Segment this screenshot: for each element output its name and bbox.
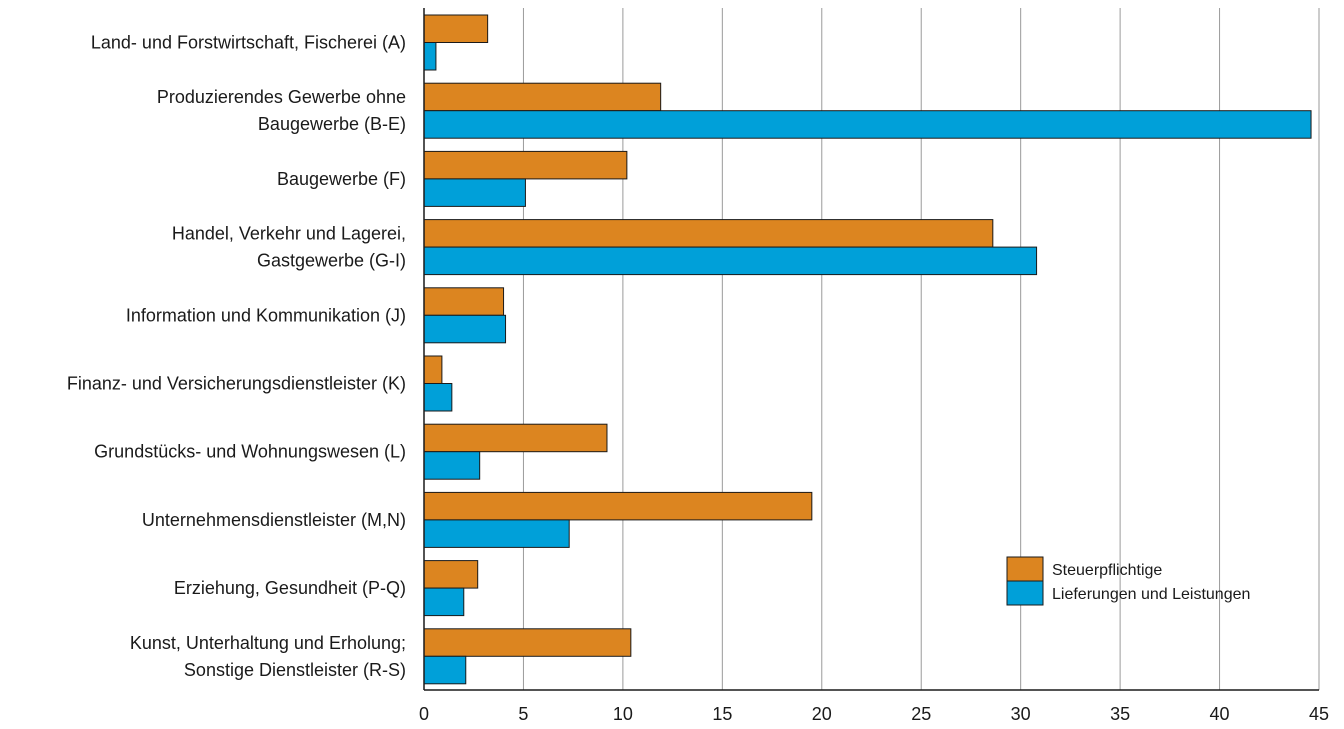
category-label-1-0: Produzierendes Gewerbe ohne xyxy=(157,87,406,107)
category-label-3-0: Handel, Verkehr und Lagerei, xyxy=(172,224,406,244)
category-label-5: Finanz- und Versicherungsdienstleister (… xyxy=(67,374,406,394)
x-tick-label-40: 40 xyxy=(1210,704,1230,724)
legend-swatch-steuerpflichtige xyxy=(1006,556,1044,582)
category-label-4: Information und Kommunikation (J) xyxy=(126,305,406,325)
x-tick-labels: 0 5 10 15 20 25 30 35 40 45 xyxy=(419,704,1329,724)
bars xyxy=(423,14,1312,685)
bar-steuerpflichtige-7 xyxy=(423,491,813,521)
x-tick-label-10: 10 xyxy=(613,704,633,724)
x-tick-label-45: 45 xyxy=(1309,704,1329,724)
bar-lieferungen-5 xyxy=(423,383,453,412)
bar-lieferungen-9 xyxy=(423,655,467,685)
bar-lieferungen-8 xyxy=(423,587,465,617)
bar-steuerpflichtige-5 xyxy=(423,355,443,384)
bar-steuerpflichtige-4 xyxy=(423,287,505,316)
x-tick-label-30: 30 xyxy=(1011,704,1031,724)
bar-steuerpflichtige-2 xyxy=(423,150,628,180)
category-label-2: Baugewerbe (F) xyxy=(277,169,406,189)
bar-lieferungen-7 xyxy=(423,519,570,548)
legend-label-lieferungen: Lieferungen und Leistungen xyxy=(1052,586,1250,603)
category-label-9-0: Kunst, Unterhaltung und Erholung; xyxy=(130,633,406,653)
bar-lieferungen-6 xyxy=(423,451,481,480)
bar-lieferungen-1 xyxy=(423,110,1312,139)
x-tick-label-15: 15 xyxy=(712,704,732,724)
legend: Steuerpflichtige Lieferungen und Leistun… xyxy=(1006,556,1250,606)
bar-steuerpflichtige-1 xyxy=(423,82,662,112)
bar-steuerpflichtige-8 xyxy=(423,560,479,589)
y-axis xyxy=(423,8,1319,691)
category-label-3-1: Gastgewerbe (G-I) xyxy=(257,251,406,271)
category-label-7: Unternehmensdienstleister (M,N) xyxy=(142,510,406,530)
bar-steuerpflichtige-9 xyxy=(423,628,632,657)
bar-lieferungen-4 xyxy=(423,314,507,344)
bar-steuerpflichtige-0 xyxy=(423,14,489,43)
category-label-9-1: Sonstige Dienstleister (R-S) xyxy=(184,660,406,680)
category-label-0: Land- und Forstwirtschaft, Fischerei (A) xyxy=(91,33,406,53)
x-tick-label-0: 0 xyxy=(419,704,429,724)
bar-lieferungen-2 xyxy=(423,178,526,207)
x-tick-label-20: 20 xyxy=(812,704,832,724)
category-labels: Land- und Forstwirtschaft, Fischerei (A)… xyxy=(67,33,406,680)
category-label-1-1: Baugewerbe (B-E) xyxy=(258,114,406,134)
bar-steuerpflichtige-6 xyxy=(423,423,608,453)
x-tick-label-5: 5 xyxy=(518,704,528,724)
legend-swatch-lieferungen xyxy=(1006,580,1044,606)
bar-steuerpflichtige-3 xyxy=(423,219,994,248)
bar-lieferungen-3 xyxy=(423,246,1038,276)
legend-label-steuerpflichtige: Steuerpflichtige xyxy=(1052,562,1162,579)
category-label-8: Erziehung, Gesundheit (P-Q) xyxy=(174,578,406,598)
x-tick-label-35: 35 xyxy=(1110,704,1130,724)
x-tick-label-25: 25 xyxy=(911,704,931,724)
category-label-6: Grundstücks- und Wohnungswesen (L) xyxy=(94,442,406,462)
bar-lieferungen-0 xyxy=(423,42,437,71)
